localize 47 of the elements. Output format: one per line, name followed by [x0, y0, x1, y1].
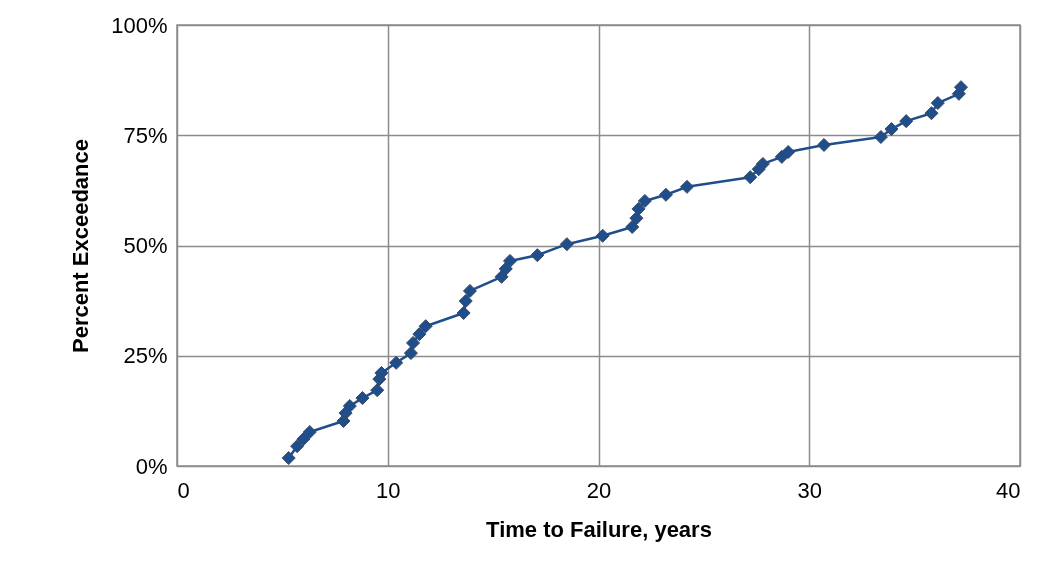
x-tick-label: 10	[376, 477, 401, 503]
point	[412, 327, 427, 342]
point	[342, 399, 357, 414]
y-tick-label: 75%	[123, 122, 168, 148]
y-tick-label: 0%	[135, 453, 168, 479]
point	[389, 355, 404, 370]
point	[462, 283, 477, 298]
point	[873, 129, 888, 145]
x-axis-title: Time to Failure, years	[486, 516, 712, 542]
point	[637, 193, 652, 208]
point	[595, 228, 610, 243]
point	[658, 187, 673, 202]
point	[559, 237, 574, 252]
point	[458, 294, 473, 309]
x-tick-label: 0	[177, 477, 190, 503]
point	[281, 451, 296, 466]
point	[899, 114, 914, 129]
x-tick-label: 20	[586, 477, 612, 503]
point	[418, 319, 433, 334]
y-axis-title: Percent Exceedance	[68, 138, 94, 354]
point	[743, 170, 758, 185]
y-tick-label: 25%	[123, 343, 168, 369]
point	[494, 269, 509, 284]
point	[355, 391, 370, 406]
x-tick-label: 30	[797, 477, 822, 503]
point	[370, 383, 385, 398]
point	[953, 80, 969, 95]
point	[629, 211, 644, 226]
point	[884, 122, 899, 137]
point	[680, 179, 695, 194]
y-tick-label: 100%	[111, 12, 168, 38]
x-tick-label: 40	[996, 477, 1021, 503]
point	[755, 156, 770, 171]
point	[930, 96, 945, 111]
point	[924, 106, 939, 121]
point	[406, 335, 421, 350]
point	[781, 144, 796, 160]
point	[530, 248, 545, 263]
point	[296, 432, 311, 447]
point	[456, 305, 471, 320]
point	[502, 253, 517, 268]
y-tick-label: 50%	[123, 233, 168, 258]
point	[816, 137, 832, 152]
point	[631, 201, 646, 216]
point	[374, 365, 389, 380]
point	[625, 219, 640, 234]
point	[302, 425, 317, 440]
